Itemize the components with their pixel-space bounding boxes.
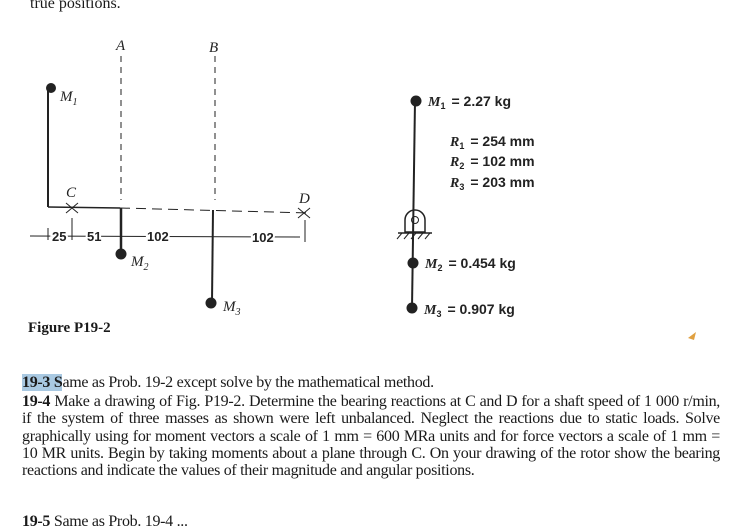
problem-19-3: 19-3 Same as Prob. 19-2 except solve by … xyxy=(22,374,434,391)
figure-p19-2: A B C D M1 M2 M3 25 51 102 102 M1 = 2.27 … xyxy=(29,38,696,340)
r2-label: R2 = 102 mm xyxy=(449,153,535,171)
bearing-icon xyxy=(404,209,426,233)
label-d: D xyxy=(298,191,310,207)
end-view-arm xyxy=(411,100,416,309)
label-m2: M2 xyxy=(130,254,149,273)
shaft-axis xyxy=(119,207,311,214)
highlighted-text: 19-3 S xyxy=(22,374,63,391)
end-m1-dot xyxy=(410,95,422,107)
end-m2-label: M2 = 0.454 kg xyxy=(424,255,516,273)
problem-19-5: 19-5 Same as Prob. 19-4 ... xyxy=(22,513,188,530)
end-m2-dot xyxy=(407,257,419,269)
dim-102-b: 102 xyxy=(252,230,274,245)
end-m3-label: M3 = 0.907 kg xyxy=(423,301,515,319)
m1-dot xyxy=(46,83,56,93)
r3-label: R3 = 203 mm xyxy=(449,174,535,192)
label-a: A xyxy=(115,38,126,54)
m3-arm xyxy=(211,209,214,303)
bearing-c-mark xyxy=(65,202,79,214)
figure-caption: Figure P19-2 xyxy=(28,320,111,336)
label-m3: M3 xyxy=(222,299,241,318)
dimension-line xyxy=(29,235,301,238)
label-m1: M1 xyxy=(59,89,78,108)
label-b: B xyxy=(209,40,218,56)
dim-51: 51 xyxy=(87,229,101,244)
bearing-d-mark xyxy=(297,207,311,219)
orange-mark xyxy=(688,332,696,340)
problem-19-4: 19-4 Make a drawing of Fig. P19-2. Deter… xyxy=(22,393,721,480)
dim-25: 25 xyxy=(52,229,66,244)
m2-dot xyxy=(115,248,127,260)
label-c: C xyxy=(66,185,77,201)
end-m3-dot xyxy=(406,302,418,314)
m3-dot xyxy=(205,297,217,309)
dim-102-a: 102 xyxy=(147,229,169,244)
top-text: true positions. xyxy=(30,0,121,12)
end-m1-label: M1 = 2.27 kg xyxy=(427,93,511,111)
r1-label: R1 = 254 mm xyxy=(449,133,535,151)
